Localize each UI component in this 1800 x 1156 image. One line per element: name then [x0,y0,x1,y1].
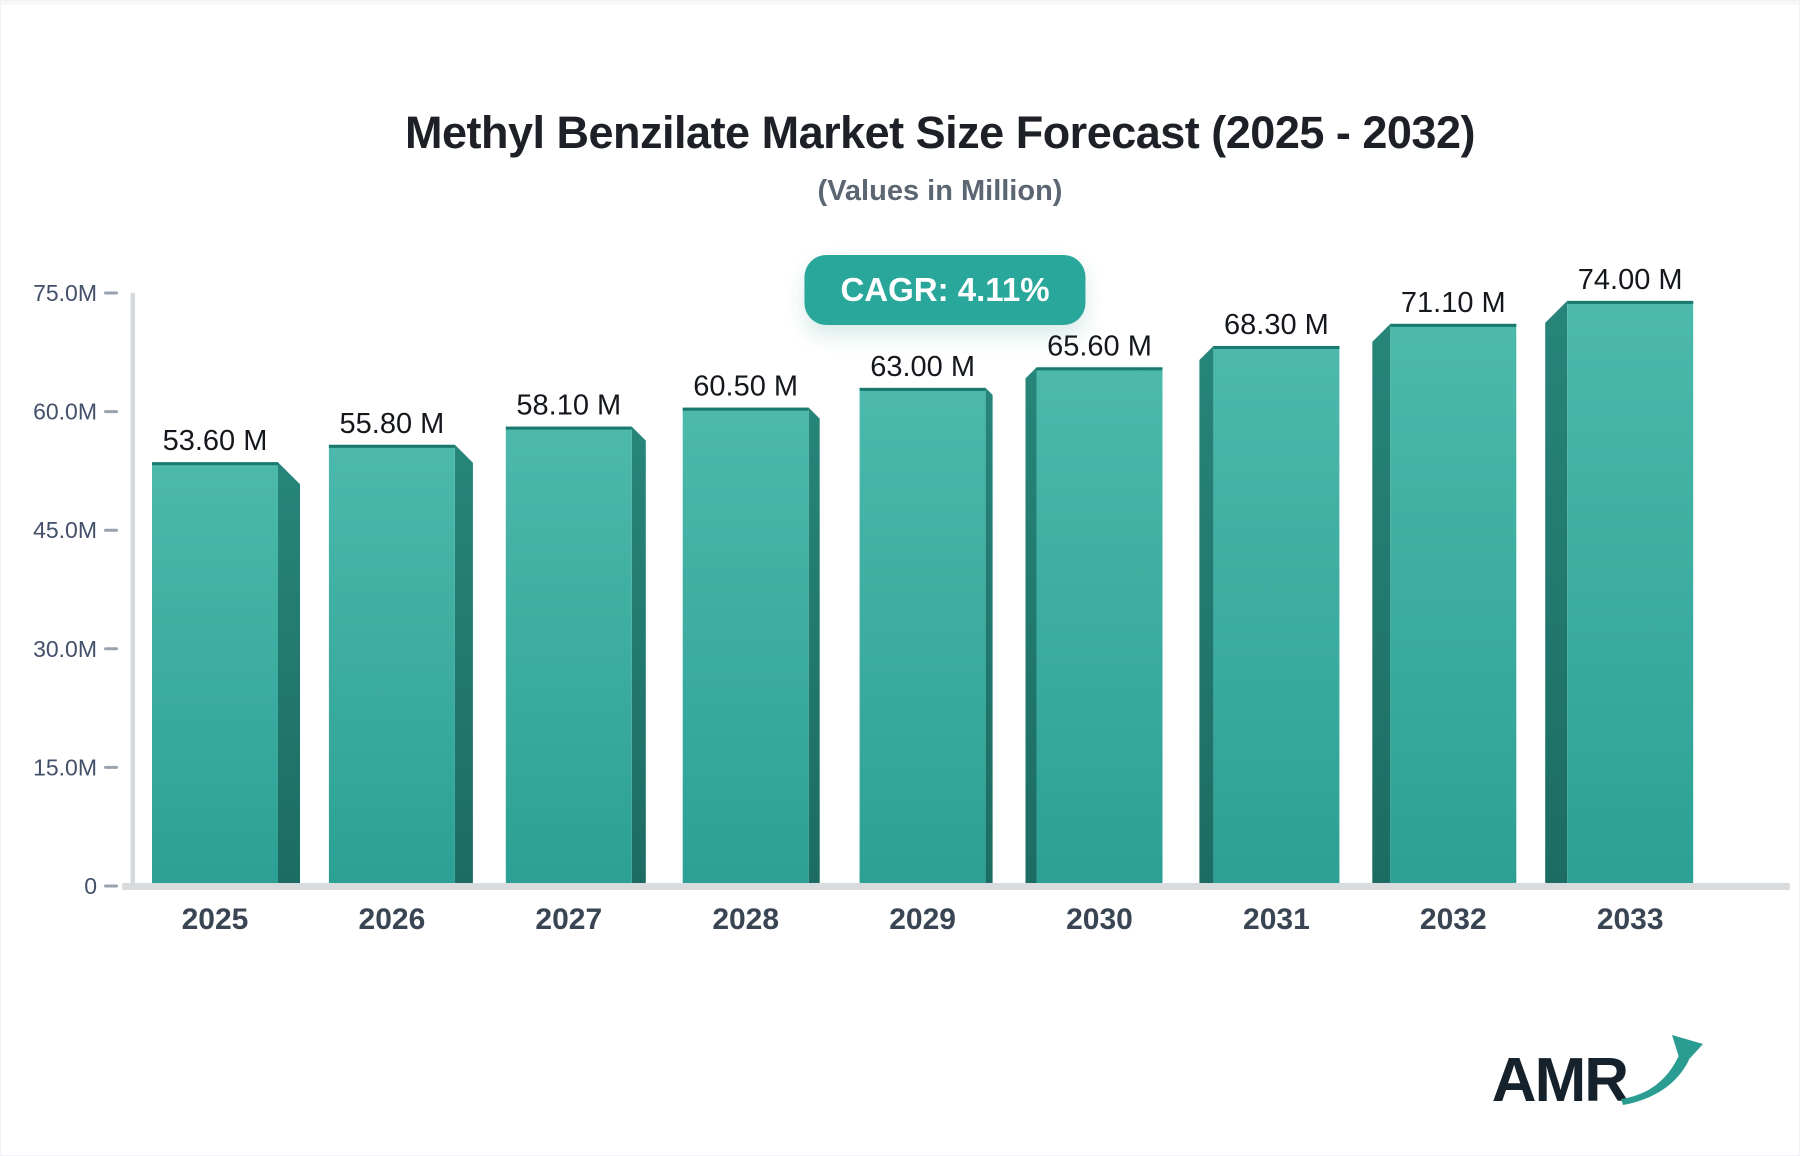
bar-front-2026 [328,444,455,886]
bar-side-2029 [985,387,993,886]
bar-front-2030 [1036,367,1163,887]
bar-side-2028 [808,407,820,886]
chart-title: Methyl Benzilate Market Size Forecast (2… [405,107,1475,158]
x-axis-baseline [122,883,1790,890]
y-axis-tick [104,410,118,414]
y-axis-line [130,293,135,886]
chart-header: Methyl Benzilate Market Size Forecast (2… [1,107,1799,208]
bar-top-edge-2033 [1567,300,1694,304]
chart-subtitle: (Values in Million) [817,175,1063,207]
bar-top-edge-2031 [1213,345,1340,349]
bar-side-2025 [278,462,300,886]
bar-value-label-2026: 55.80 M [340,408,445,440]
bar-value-label-2030: 65.60 M [1047,330,1152,362]
bar-front-2025 [152,462,278,886]
bar-value-label-2033: 74.00 M [1578,264,1683,296]
y-axis-tick-label: 60.0M [33,399,97,425]
y-axis-tick-label: 30.0M [33,636,97,662]
y-axis-tick-label: 15.0M [33,754,97,780]
y-axis-tick [104,291,118,295]
y-axis-tick [104,528,118,532]
y-axis-tick [104,647,118,651]
bar-top-edge-2030 [1036,367,1163,371]
bar-value-label-2029: 63.00 M [870,351,975,383]
bar-front-2027 [505,426,632,886]
logo-arrow-icon [1621,1035,1703,1105]
bar-side-2027 [631,426,646,886]
amr-logo-text: AMR [1491,1046,1629,1116]
bar-value-label-2031: 68.30 M [1224,309,1329,341]
x-axis-label-2030: 2030 [1066,903,1133,936]
bar-value-label-2025: 53.60 M [163,425,268,457]
bar-front-2032 [1390,323,1517,886]
bar-top-edge-2026 [328,444,455,448]
bar-side-2026 [454,444,473,886]
bar-side-2033 [1545,300,1568,886]
bar-top-edge-2027 [505,426,632,430]
x-axis-label-2032: 2032 [1420,903,1487,936]
bar-side-2032 [1372,323,1391,886]
y-axis-tick [104,765,118,769]
y-axis-tick-label: 75.0M [33,280,97,306]
bar-top-edge-2028 [682,407,809,411]
bar-front-2031 [1213,345,1340,886]
x-axis-label-2028: 2028 [712,903,779,936]
bar-value-label-2032: 71.10 M [1401,287,1506,319]
bar-top-edge-2032 [1390,323,1517,327]
cagr-badge: CAGR: 4.11% [804,255,1086,325]
bar-top-edge-2029 [859,387,986,391]
bar-value-label-2028: 60.50 M [693,371,798,403]
x-axis-label-2025: 2025 [182,903,249,936]
y-axis-tick-label: 0 [84,873,97,899]
x-axis-label-2031: 2031 [1243,903,1310,936]
y-axis-tick [104,884,118,888]
bar-front-2029 [859,387,986,886]
amr-logo: AMR [1491,1027,1705,1116]
x-axis-label-2029: 2029 [889,903,956,936]
bar-side-2030 [1025,367,1037,887]
bar-front-2028 [682,407,809,886]
bar-front-2033 [1567,300,1694,886]
y-axis-tick-label: 45.0M [33,517,97,543]
bar-side-2031 [1199,345,1214,886]
top-border-strip [1,1,1799,5]
x-axis-label-2026: 2026 [359,903,426,936]
bar-value-label-2027: 58.10 M [516,390,621,422]
x-axis-label-2027: 2027 [535,903,602,936]
bar-top-edge-2025 [152,462,278,466]
x-axis-label-2033: 2033 [1597,903,1664,936]
